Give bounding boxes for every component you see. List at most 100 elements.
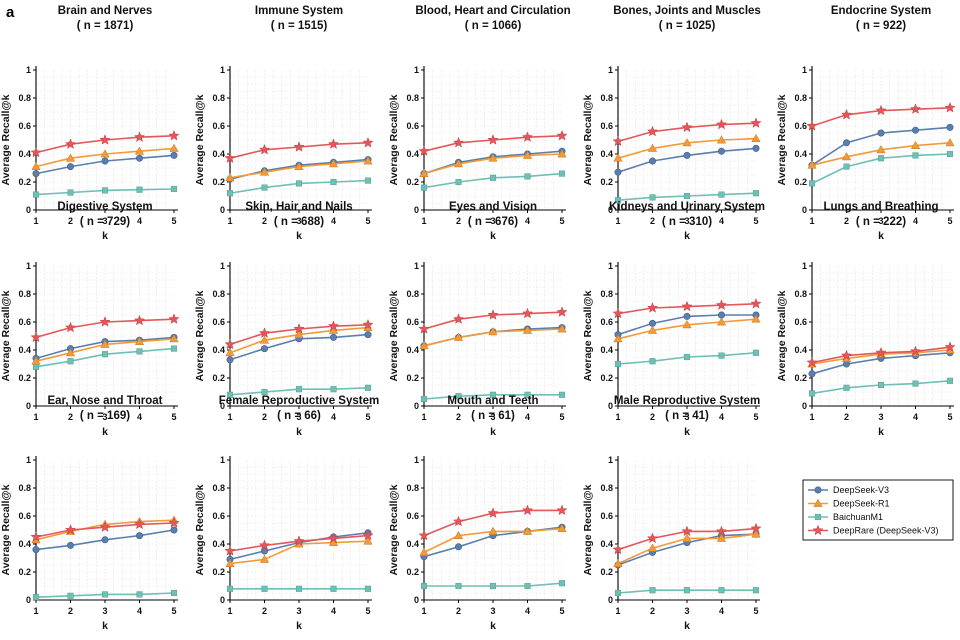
y-axis-label: Average Recall@k: [776, 94, 788, 185]
data-point: [134, 146, 145, 155]
x-tick-label: 3: [684, 216, 689, 226]
data-point: [330, 386, 337, 393]
y-tick-label: 0.6: [406, 121, 419, 131]
data-point: [489, 391, 497, 398]
data-point: [454, 543, 462, 551]
series-deepseek-v3: [32, 526, 178, 554]
series-baichuanm1: [420, 580, 566, 590]
x-tick-label: 1: [33, 606, 38, 616]
series-baichuanm1: [420, 170, 566, 191]
data-point: [808, 390, 816, 397]
data-point: [556, 129, 568, 141]
legend-marker: [812, 524, 824, 536]
y-tick-label: 0.8: [18, 483, 31, 493]
data-point: [557, 523, 567, 532]
x-tick-label: 2: [650, 412, 655, 422]
data-point: [224, 338, 236, 350]
data-point: [487, 309, 499, 320]
data-point: [364, 384, 372, 391]
data-point: [682, 138, 692, 147]
data-point: [649, 358, 656, 365]
x-tick-label: 1: [33, 412, 38, 422]
data-point: [64, 524, 77, 535]
series-deeprare-deepseek-v3: [612, 522, 762, 555]
data-point: [101, 351, 109, 358]
data-point: [65, 348, 76, 357]
data-point: [487, 507, 499, 518]
y-tick-label: 0.2: [600, 373, 613, 383]
y-tick-label: 0.4: [406, 345, 419, 355]
data-point: [30, 531, 42, 542]
legend-label: DeepRare (DeepSeek-V3): [833, 526, 939, 536]
data-point: [752, 349, 760, 356]
data-point: [522, 526, 533, 535]
data-point: [556, 306, 568, 317]
data-point: [261, 585, 268, 592]
series-baichuanm1: [32, 589, 178, 601]
data-point: [751, 133, 761, 142]
data-point: [716, 533, 727, 542]
x-tick-label: 2: [844, 412, 849, 422]
data-point: [327, 532, 340, 544]
data-point: [226, 391, 234, 398]
series-baichuanm1: [226, 384, 372, 398]
x-tick-label: 5: [947, 216, 952, 226]
x-tick-label: 2: [456, 216, 461, 226]
chart-panel: Kidneys and Urinary System ( n = 310) 0 0.2…: [582, 201, 765, 438]
series-deeprare-deepseek-v3: [418, 129, 568, 156]
data-point: [945, 138, 955, 147]
x-tick-label: 3: [296, 412, 301, 422]
x-tick-label: 1: [615, 606, 620, 616]
data-point: [224, 545, 236, 556]
x-axis-label: k: [296, 426, 302, 438]
series-deeprare-deepseek-v3: [806, 341, 956, 368]
data-point: [718, 191, 725, 198]
data-point: [648, 319, 656, 327]
y-tick-label: 0.8: [406, 93, 419, 103]
data-point: [647, 143, 658, 152]
data-point: [614, 589, 622, 597]
y-tick-label: 0.6: [18, 511, 31, 521]
data-point: [841, 152, 852, 161]
data-point: [715, 299, 728, 310]
series-baichuanm1: [420, 391, 566, 403]
series-deeprare-deepseek-v3: [612, 297, 762, 319]
x-axis-label: k: [490, 620, 496, 632]
series-deeprare-deepseek-v3: [806, 101, 956, 131]
data-point: [133, 131, 146, 142]
data-point: [30, 331, 42, 343]
data-point: [647, 325, 658, 334]
data-point: [295, 386, 303, 393]
data-point: [452, 515, 465, 527]
legend-item: BaichuanM1: [808, 512, 883, 522]
x-tick-label: 4: [525, 412, 530, 422]
data-point: [489, 582, 497, 590]
x-tick-label: 1: [615, 412, 620, 422]
data-point: [420, 184, 428, 191]
y-tick-label: 0: [414, 595, 419, 605]
x-axis-label: k: [296, 230, 302, 242]
panel-subtitle: ( n = 676): [468, 216, 518, 228]
data-point: [909, 103, 922, 114]
data-point: [877, 381, 885, 389]
legend-label: DeepSeek-V3: [833, 485, 889, 495]
data-point: [557, 149, 567, 158]
y-axis-label: Average Recall@k: [0, 290, 12, 381]
data-point: [136, 154, 144, 162]
x-tick-label: 5: [559, 606, 564, 616]
data-point: [488, 526, 498, 535]
chart-panel: Blood, Heart and Circulation ( n = 1066) 0…: [388, 5, 571, 242]
data-point: [646, 532, 659, 544]
data-point: [648, 157, 656, 165]
y-tick-label: 0.6: [794, 317, 807, 327]
data-point: [646, 125, 659, 137]
data-point: [877, 155, 885, 162]
chart-panel: Lungs and Breathing ( n = 222) 0 0.2 0.4 0.6 0…: [776, 201, 956, 438]
data-point: [751, 529, 761, 538]
panel-subtitle: ( n = 1025): [659, 20, 716, 32]
legend-item: DeepSeek-R1: [808, 499, 890, 509]
data-point: [946, 377, 954, 384]
y-tick-label: 0.4: [18, 539, 31, 549]
data-point: [226, 356, 234, 364]
series-deepseek-r1: [613, 529, 761, 567]
